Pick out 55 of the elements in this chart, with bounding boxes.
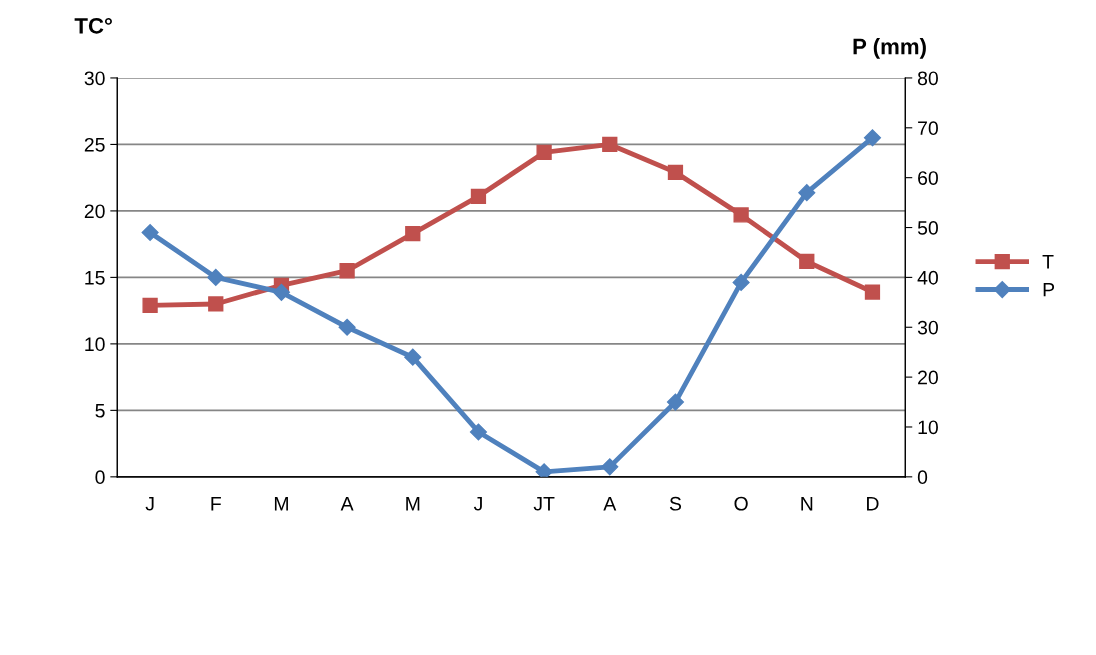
point (142, 297, 158, 313)
y2-tick-label: 40 (917, 270, 938, 285)
y2-axis-title: P (mm) (853, 38, 926, 59)
point (799, 253, 815, 270)
y-tick-label: 20 (84, 204, 105, 219)
point (732, 273, 750, 291)
y-tick-label: 15 (85, 271, 105, 285)
x-tick-label: S (669, 496, 682, 511)
y2-tick-label: 10 (918, 420, 938, 435)
point (733, 207, 749, 223)
point (404, 348, 422, 366)
point (338, 318, 356, 336)
y2-tick-label: 50 (917, 221, 938, 235)
y2-tick-label: 60 (918, 171, 938, 185)
point (141, 223, 159, 242)
x-tick-label: F (211, 497, 221, 511)
legend-label: T (1042, 255, 1054, 269)
point (864, 284, 881, 300)
y2-tick-label: 70 (918, 121, 938, 136)
point (536, 144, 552, 161)
x-tick-label: JT (533, 497, 555, 511)
y-tick-label: 25 (84, 137, 105, 152)
x-tick-label: O (734, 496, 748, 511)
y-tick-label: 30 (84, 71, 105, 86)
legend-label: P (1043, 282, 1055, 297)
y2-tick-label: 30 (917, 320, 938, 335)
point (602, 136, 618, 153)
point (601, 458, 619, 476)
y2-tick-label: 20 (918, 370, 938, 385)
x-tick-label: J (145, 497, 154, 511)
point (272, 283, 290, 301)
x-tick-label: M (406, 497, 420, 511)
x-tick-label: D (867, 497, 879, 511)
x-tick-label: A (340, 497, 354, 511)
point (339, 263, 355, 279)
x-tick-label: A (603, 497, 617, 511)
point (469, 423, 488, 441)
point (405, 225, 421, 242)
point (207, 268, 225, 286)
x-tick-label: J (473, 497, 482, 511)
x-tick-label: M (274, 497, 288, 511)
y-axis-title: TC° (74, 17, 112, 34)
point (208, 296, 224, 312)
y-tick-label: 5 (95, 404, 105, 418)
point (535, 463, 553, 477)
point (470, 188, 487, 204)
y2-tick-label: 80 (917, 71, 938, 86)
point (798, 184, 816, 202)
x-tick-label: N (801, 497, 813, 511)
y-tick-label: 0 (95, 470, 105, 485)
y-tick-label: 10 (85, 337, 105, 352)
y2-tick-label: 0 (917, 470, 928, 485)
point (666, 393, 685, 411)
point (863, 129, 882, 147)
point (667, 164, 684, 180)
